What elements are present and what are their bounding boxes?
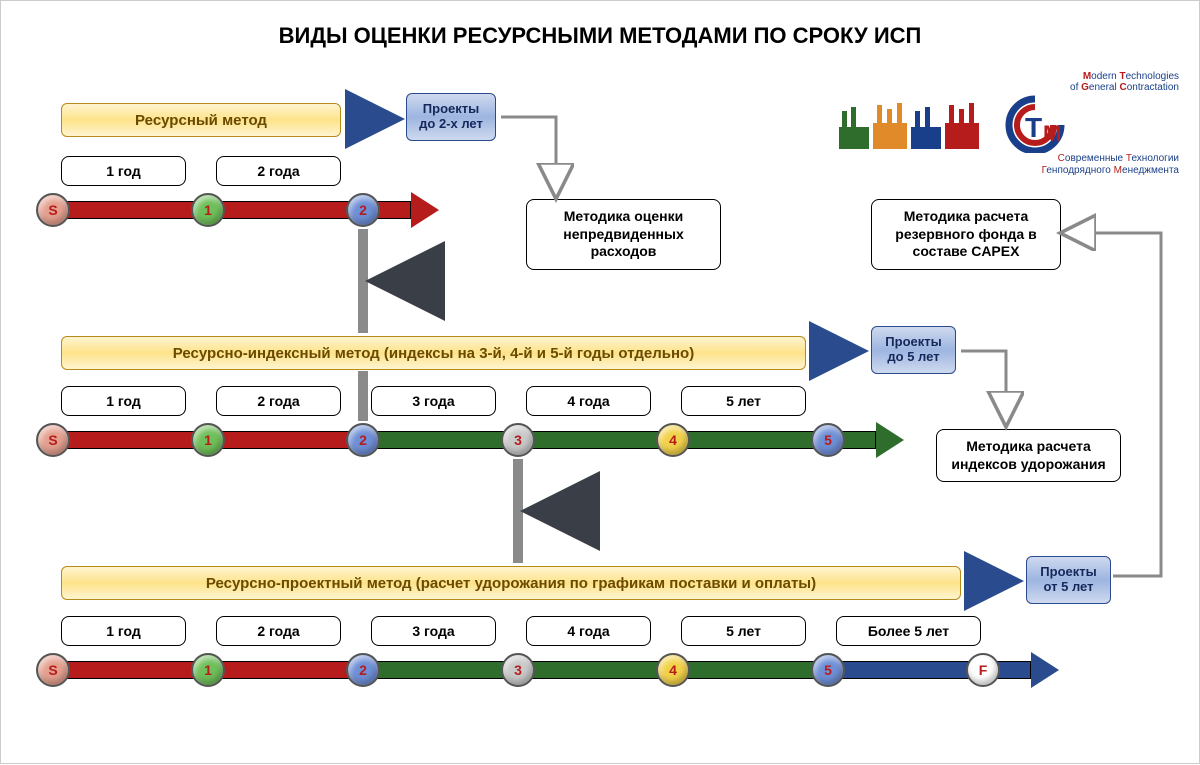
connectors: [1, 1, 1200, 765]
arrow-proj1-down: [501, 117, 556, 193]
arrow-proj3-to-capex: [1066, 233, 1161, 576]
arrow-proj2-down: [961, 351, 1006, 421]
